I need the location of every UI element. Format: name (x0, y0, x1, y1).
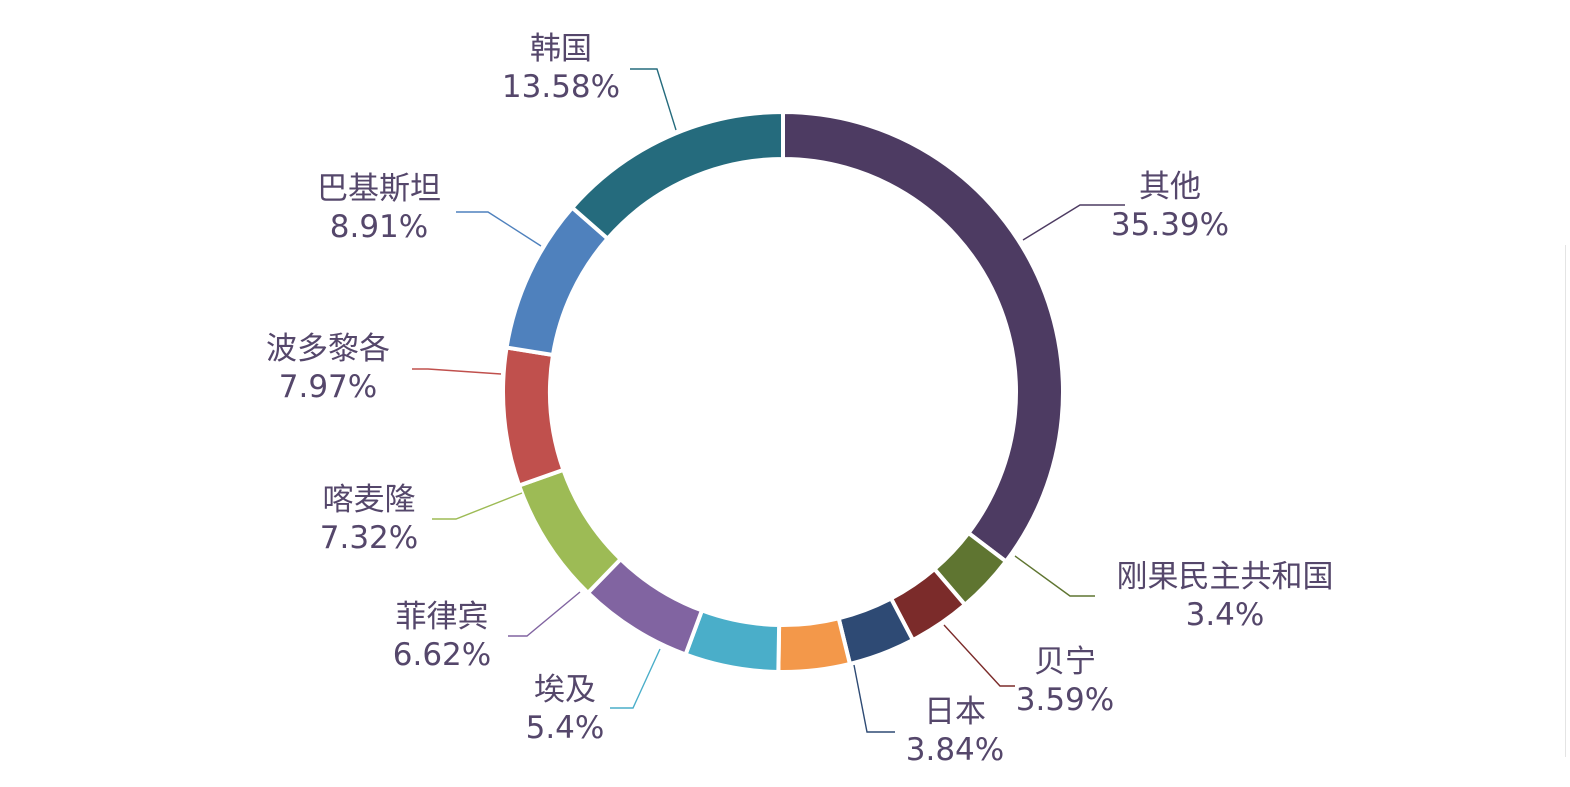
right-edge-rule (1565, 245, 1566, 757)
leader-line-9 (456, 211, 542, 247)
slice-label-value-6: 6.62% (393, 637, 491, 673)
slice-label-name-10: 韩国 (530, 31, 592, 67)
slice-label-value-9: 8.91% (330, 209, 428, 245)
leader-line-5 (610, 648, 661, 709)
slice-unlabeled-4 (776, 615, 853, 674)
leader-line-0 (1022, 204, 1125, 241)
slices-group (501, 109, 1065, 674)
slice-label-name-7: 喀麦隆 (323, 482, 416, 518)
slice-label-value-2: 3.59% (1016, 682, 1114, 718)
slice-label-name-1: 刚果民主共和国 (1117, 559, 1334, 595)
slice-label-value-3: 3.84% (906, 732, 1004, 768)
slice-label-value-1: 3.4% (1186, 597, 1265, 633)
slice-0 (781, 109, 1065, 565)
slice-label-name-5: 埃及 (534, 672, 596, 708)
leader-line-2 (943, 624, 1015, 687)
leader-line-3 (853, 664, 895, 733)
slice-label-name-6: 菲律宾 (396, 599, 489, 635)
slice-7 (516, 467, 624, 596)
slice-label-value-10: 13.58% (502, 69, 620, 105)
slice-9 (504, 204, 611, 358)
slice-8 (501, 345, 566, 489)
leader-line-8 (412, 368, 502, 375)
leader-line-6 (508, 591, 581, 637)
leader-lines-group (412, 68, 1125, 733)
leader-line-1 (1014, 555, 1095, 597)
leader-line-10 (630, 68, 677, 131)
slice-label-name-8: 波多黎各 (266, 331, 390, 367)
slice-10 (569, 109, 785, 242)
slice-label-value-5: 5.4% (526, 710, 605, 746)
slice-label-name-3: 日本 (924, 694, 986, 730)
leader-line-7 (432, 492, 523, 520)
slice-label-value-8: 7.97% (279, 369, 377, 405)
slice-label-name-2: 贝宁 (1034, 644, 1096, 680)
slice-label-name-0: 其他 (1139, 169, 1201, 205)
slice-label-value-0: 35.39% (1111, 207, 1229, 243)
slice-label-name-9: 巴基斯坦 (317, 171, 441, 207)
slice-label-value-7: 7.32% (320, 520, 418, 556)
